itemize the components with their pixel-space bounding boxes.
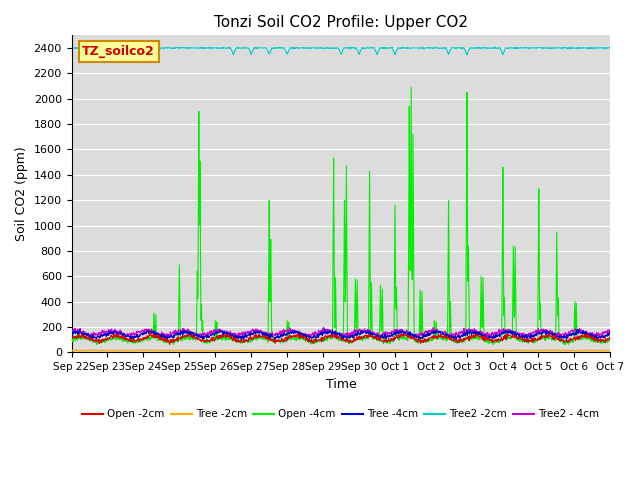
Legend: Open -2cm, Tree -2cm, Open -4cm, Tree -4cm, Tree2 -2cm, Tree2 - 4cm: Open -2cm, Tree -2cm, Open -4cm, Tree -4… [78, 405, 604, 423]
Title: Tonzi Soil CO2 Profile: Upper CO2: Tonzi Soil CO2 Profile: Upper CO2 [214, 15, 468, 30]
X-axis label: Time: Time [326, 378, 356, 391]
Y-axis label: Soil CO2 (ppm): Soil CO2 (ppm) [15, 146, 28, 241]
Text: TZ_soilco2: TZ_soilco2 [83, 45, 155, 58]
